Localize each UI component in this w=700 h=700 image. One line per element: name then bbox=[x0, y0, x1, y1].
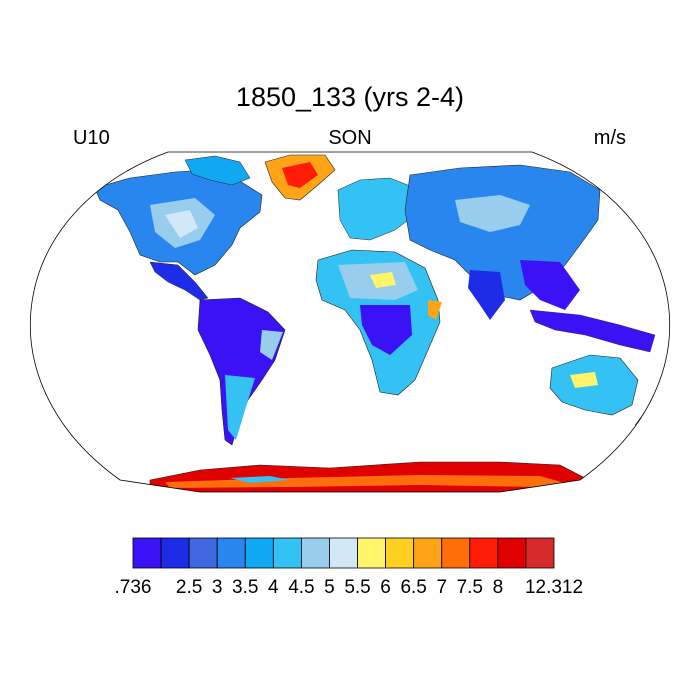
colorbar-label: 12.312 bbox=[525, 577, 583, 598]
colorbar-box bbox=[216, 537, 246, 569]
colorbar-label: 2.5 bbox=[176, 577, 202, 598]
antarctica-band bbox=[165, 475, 565, 488]
sahara-yellow bbox=[370, 272, 396, 288]
variable-label: U10 bbox=[73, 127, 110, 149]
colorbar-box bbox=[300, 537, 330, 569]
greenland-core bbox=[282, 162, 318, 188]
congo-basin bbox=[360, 305, 412, 355]
south-america-south bbox=[225, 375, 255, 440]
europe bbox=[337, 177, 421, 241]
maritime-continent bbox=[529, 309, 656, 353]
colorbar-box bbox=[413, 537, 443, 569]
plot-title: 1850_133 (yrs 2-4) bbox=[235, 82, 465, 112]
colorbar-box bbox=[244, 537, 274, 569]
colorbar-label: 8 bbox=[493, 577, 504, 598]
southeast-asia bbox=[520, 260, 580, 310]
north-america-interior-light bbox=[165, 210, 198, 238]
asia-interior bbox=[455, 195, 530, 232]
colorbar-label: .736 bbox=[115, 577, 152, 598]
arctic-islands bbox=[184, 155, 251, 186]
colorbar-label: 4 bbox=[268, 577, 279, 598]
colorbar-box bbox=[441, 537, 471, 569]
colorbar-label: 6.5 bbox=[400, 577, 426, 598]
colorbar-box bbox=[385, 537, 415, 569]
colorbar-box bbox=[160, 537, 190, 569]
horn-of-africa bbox=[428, 300, 442, 320]
units-label: m/s bbox=[593, 127, 626, 149]
colorbar-label: 3.5 bbox=[232, 577, 258, 598]
colorbar-box bbox=[132, 537, 162, 569]
australia-interior bbox=[570, 372, 598, 388]
antarctica-light bbox=[230, 476, 290, 483]
colorbar-label: 4.5 bbox=[288, 577, 314, 598]
colorbar-label: 7.5 bbox=[457, 577, 483, 598]
colorbar-box bbox=[469, 537, 499, 569]
colorbar-box bbox=[497, 537, 527, 569]
colorbar-label: 6 bbox=[380, 577, 391, 598]
colorbar-label: 3 bbox=[212, 577, 223, 598]
colorbar-label: 7 bbox=[436, 577, 447, 598]
colorbar-label: 5.5 bbox=[344, 577, 370, 598]
colorbar-box bbox=[525, 537, 555, 569]
india bbox=[468, 270, 505, 320]
colorbar-box bbox=[272, 537, 302, 569]
colorbar-box bbox=[357, 537, 386, 569]
brazil-east-coast bbox=[260, 330, 283, 360]
season-label: SON bbox=[328, 127, 372, 149]
colorbar-box bbox=[329, 537, 358, 569]
map-boundary bbox=[29, 151, 671, 493]
colorbar-label: 5 bbox=[324, 577, 335, 598]
colorbar-box bbox=[188, 537, 218, 569]
